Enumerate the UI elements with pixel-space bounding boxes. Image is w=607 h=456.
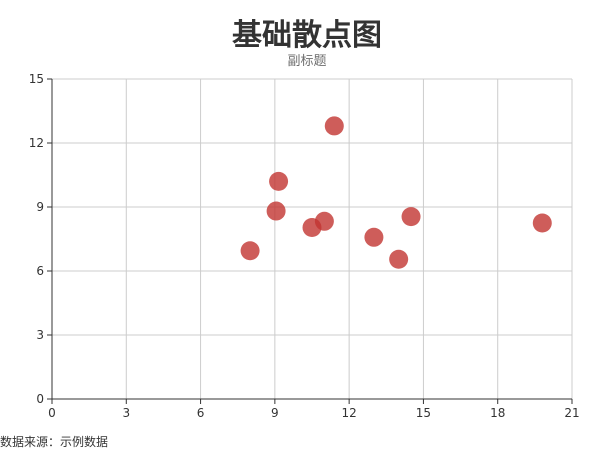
source-note: 数据来源：示例数据 (0, 435, 109, 449)
y-tick-label: 3 (36, 328, 44, 342)
scatter-point[interactable] (364, 227, 384, 247)
y-tick-label: 15 (29, 72, 44, 86)
axes (47, 78, 573, 404)
scatter-point[interactable] (314, 211, 334, 231)
scatter-point[interactable] (532, 213, 552, 233)
chart-title: 基础散点图 (232, 18, 382, 53)
chart-subtitle: 副标题 (287, 54, 327, 69)
x-tick-label: 21 (564, 406, 579, 420)
scatter-point[interactable] (269, 171, 289, 191)
y-tick-label: 0 (36, 392, 44, 406)
x-tick-label: 9 (271, 406, 279, 420)
x-tick-label: 12 (342, 406, 357, 420)
x-tick-label: 15 (416, 406, 431, 420)
scatter-point[interactable] (324, 116, 344, 136)
x-tick-label: 0 (48, 406, 56, 420)
scatter-point[interactable] (389, 249, 409, 269)
y-tick-label: 9 (36, 200, 44, 214)
grid-lines (52, 78, 573, 399)
data-points (240, 116, 552, 269)
scatter-point[interactable] (401, 207, 421, 227)
x-tick-label: 6 (197, 406, 205, 420)
scatter-point[interactable] (266, 201, 286, 221)
y-tick-label: 6 (36, 264, 44, 278)
y-tick-label: 12 (29, 136, 44, 150)
tick-labels: 0 3 6 9 12 15 0 3 6 9 12 15 18 21 (29, 72, 580, 420)
x-tick-label: 3 (122, 406, 130, 420)
x-tick-label: 18 (490, 406, 505, 420)
scatter-point[interactable] (240, 241, 260, 261)
